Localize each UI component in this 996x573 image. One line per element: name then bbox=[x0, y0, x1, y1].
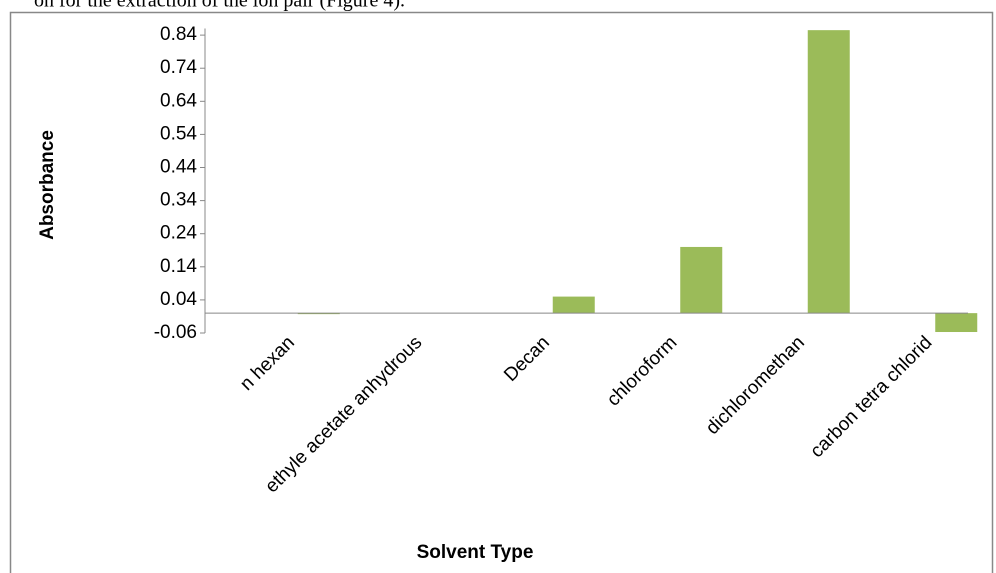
y-tick-label: 0.54 bbox=[160, 123, 197, 144]
y-tick-label: 0.64 bbox=[160, 90, 197, 111]
chart-frame bbox=[9, 11, 994, 573]
x-tick-label: n hexan bbox=[236, 332, 299, 395]
x-tick-label: Decan bbox=[500, 332, 554, 386]
x-tick-label: carbon tetra chlorid bbox=[806, 332, 936, 462]
bar bbox=[807, 30, 850, 314]
y-tick-label: 0.74 bbox=[160, 57, 197, 78]
caption: on for the extraction of the ion pair (F… bbox=[34, 0, 405, 12]
y-tick-label: 0.24 bbox=[160, 223, 197, 244]
y-tick-label: 0.84 bbox=[160, 24, 197, 45]
y-tick-label: 0.34 bbox=[160, 190, 197, 211]
y-tick-label: 0.04 bbox=[160, 289, 197, 310]
x-axis-title: Solvent Type bbox=[417, 542, 534, 563]
bar bbox=[552, 296, 595, 314]
y-axis-title: Absorbance bbox=[37, 130, 58, 240]
y-tick-label: 0.14 bbox=[160, 256, 197, 277]
bar bbox=[935, 313, 978, 333]
y-tick-label: 0.44 bbox=[160, 157, 197, 178]
x-tick-label: dichloromethan bbox=[702, 332, 809, 439]
bar bbox=[680, 246, 723, 314]
x-tick-label: chloroform bbox=[603, 332, 681, 410]
y-tick-label: -0.06 bbox=[154, 322, 197, 343]
